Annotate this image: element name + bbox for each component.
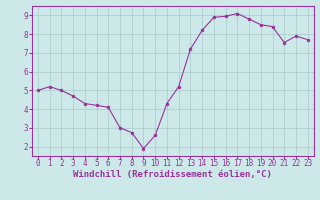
- X-axis label: Windchill (Refroidissement éolien,°C): Windchill (Refroidissement éolien,°C): [73, 170, 272, 179]
